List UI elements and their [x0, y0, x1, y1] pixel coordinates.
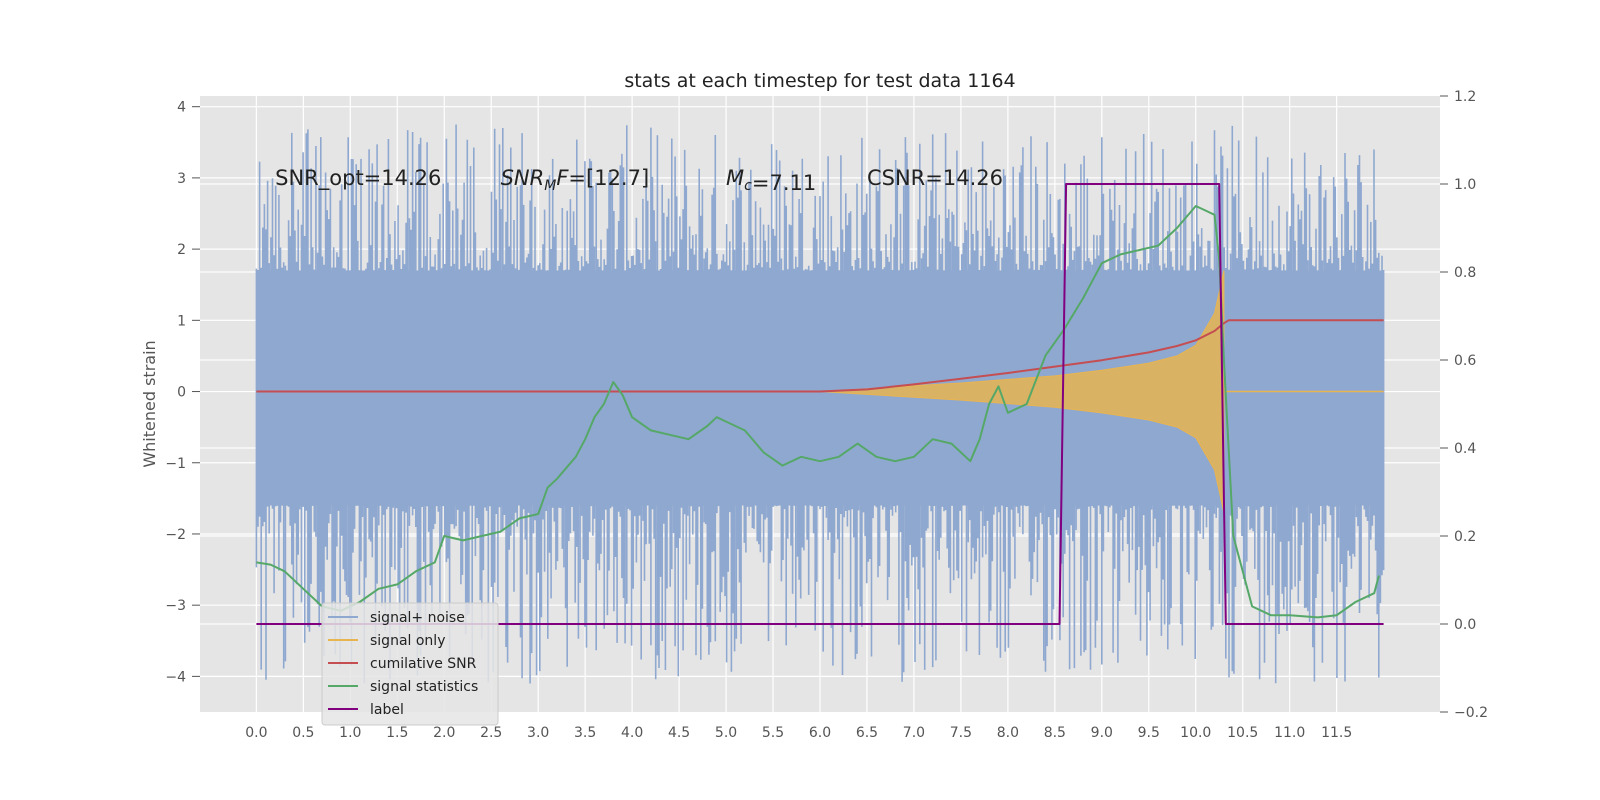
annotation-mc: Mc=7.11 — [726, 166, 816, 195]
y2-tick-label: 0.2 — [1454, 529, 1476, 545]
y-tick-label: 4 — [177, 100, 186, 116]
annotations: SNR_opt=14.26 SNRMF=[12.7] Mc=7.11 CSNR=14.… — [275, 166, 1003, 195]
x-tick-label: 9.0 — [1091, 725, 1113, 741]
y-tick-label: 0 — [177, 385, 186, 401]
y-tick-label: −4 — [165, 669, 186, 685]
series-label — [256, 183, 1384, 625]
x-tick-label: 5.0 — [715, 725, 737, 741]
legend-label: label — [370, 702, 404, 718]
y-tick-label: 2 — [177, 242, 186, 258]
x-tick-label: 0.0 — [245, 725, 267, 741]
series-signal-only — [819, 270, 1384, 513]
x-tick-label: 3.0 — [527, 725, 549, 741]
y-tick-label: 3 — [177, 171, 186, 187]
x-tick-label: 8.5 — [1044, 725, 1066, 741]
x-tick-label: 3.5 — [574, 725, 596, 741]
y-tick-label: 1 — [177, 313, 186, 329]
x-tick-label: 6.5 — [856, 725, 878, 741]
y-axis-left: −4 −3 −2 −1 0 1 2 3 4 — [165, 100, 200, 685]
legend-label: signal+ noise — [370, 610, 465, 626]
x-tick-label: 0.5 — [292, 725, 314, 741]
x-tick-label: 10.0 — [1180, 725, 1211, 741]
chart-title: stats at each timestep for test data 116… — [624, 70, 1015, 92]
annotation-text: =[12.7] — [568, 166, 649, 190]
y-tick-label: −3 — [165, 598, 186, 614]
x-tick-label: 2.5 — [480, 725, 502, 741]
y-axis-right: −0.2 0.0 0.2 0.4 0.6 0.8 1.0 1.2 — [1440, 89, 1488, 721]
x-tick-label: 11.5 — [1321, 725, 1352, 741]
annotation-text: SNR_opt=14.26 — [275, 166, 441, 191]
x-tick-label: 7.5 — [950, 725, 972, 741]
annotation-text: CSNR=14.26 — [867, 166, 1003, 190]
x-tick-label: 2.0 — [433, 725, 455, 741]
legend-label: signal statistics — [370, 679, 478, 695]
x-tick-label: 5.5 — [762, 725, 784, 741]
legend: signal+ noise signal only cumilative SNR si… — [321, 602, 499, 726]
y2-tick-label: 0.0 — [1454, 617, 1476, 633]
series-signal-statistics — [256, 205, 1380, 619]
x-tick-label: 7.0 — [903, 725, 925, 741]
legend-box — [321, 602, 499, 726]
x-tick-label: 8.0 — [997, 725, 1019, 741]
annotation-text: =7.11 — [752, 171, 816, 195]
x-tick-label: 9.5 — [1138, 725, 1160, 741]
y-tick-label: −2 — [165, 527, 186, 543]
signal-only-envelope — [819, 270, 1225, 513]
legend-label: cumilative SNR — [370, 656, 477, 672]
annotation-snr-mf: SNRMF=[12.7] — [501, 166, 650, 194]
y-axis-label: Whitened strain — [140, 340, 159, 467]
x-tick-label: 4.5 — [668, 725, 690, 741]
y2-tick-label: 1.0 — [1454, 177, 1476, 193]
x-tick-label: 10.5 — [1227, 725, 1258, 741]
y-tick-label: −1 — [165, 456, 186, 472]
x-axis: 0.0 0.5 1.0 1.5 2.0 2.5 3.0 3.5 4.0 4.5 5.0 5.5 6.0 6… — [245, 725, 1352, 741]
y2-tick-label: 0.6 — [1454, 353, 1476, 369]
annotation-snr-opt: SNR_opt=14.26 — [275, 166, 441, 191]
y2-tick-label: −0.2 — [1454, 705, 1488, 721]
y2-tick-label: 0.4 — [1454, 441, 1476, 457]
x-tick-label: 1.0 — [339, 725, 361, 741]
x-tick-label: 4.0 — [621, 725, 643, 741]
legend-label: signal only — [370, 633, 445, 649]
x-tick-label: 11.0 — [1274, 725, 1305, 741]
y2-tick-label: 1.2 — [1454, 89, 1476, 105]
annotation-csnr: CSNR=14.26 — [867, 166, 1003, 190]
y2-tick-label: 0.8 — [1454, 265, 1476, 281]
x-tick-label: 1.5 — [386, 725, 408, 741]
x-tick-label: 6.0 — [809, 725, 831, 741]
series-lines — [256, 183, 1384, 625]
